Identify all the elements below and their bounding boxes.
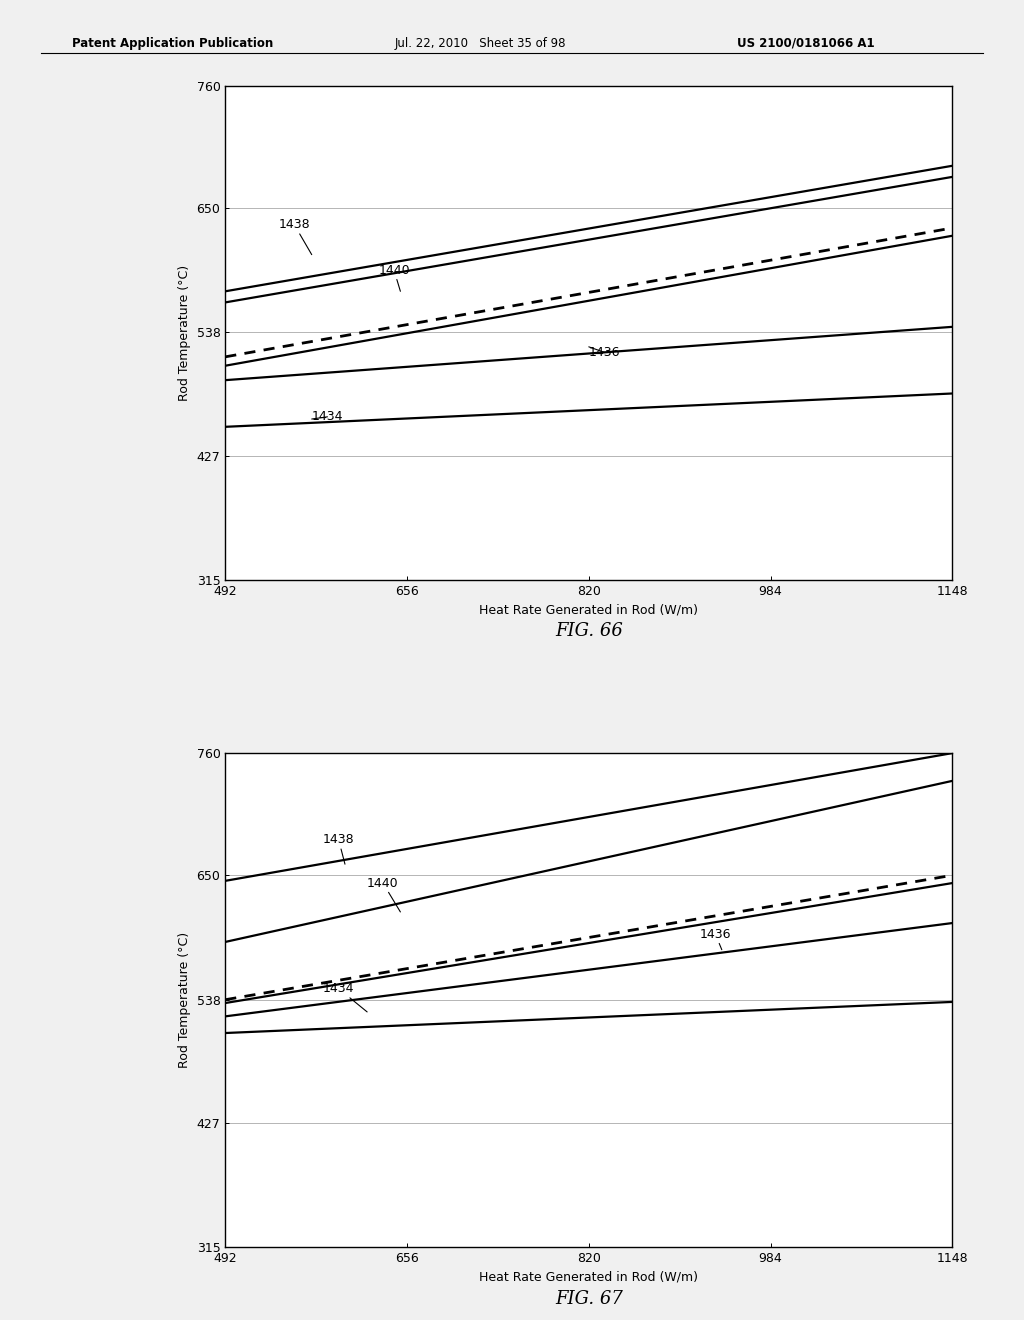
Text: Jul. 22, 2010   Sheet 35 of 98: Jul. 22, 2010 Sheet 35 of 98 (394, 37, 565, 50)
Y-axis label: Rod Temperature (°C): Rod Temperature (°C) (178, 932, 191, 1068)
X-axis label: Heat Rate Generated in Rod (W/m): Heat Rate Generated in Rod (W/m) (479, 1271, 698, 1284)
Text: 1434: 1434 (311, 411, 343, 424)
Text: 1438: 1438 (279, 218, 311, 255)
Text: 1436: 1436 (589, 346, 621, 359)
Text: 1440: 1440 (368, 876, 400, 912)
Text: Patent Application Publication: Patent Application Publication (72, 37, 273, 50)
X-axis label: Heat Rate Generated in Rod (W/m): Heat Rate Generated in Rod (W/m) (479, 603, 698, 616)
Text: 1434: 1434 (323, 982, 368, 1012)
Text: 1440: 1440 (378, 264, 410, 292)
Text: US 2100/0181066 A1: US 2100/0181066 A1 (737, 37, 874, 50)
Text: 1436: 1436 (699, 928, 731, 949)
Y-axis label: Rod Temperature (°C): Rod Temperature (°C) (178, 265, 191, 401)
Text: 1438: 1438 (323, 833, 354, 865)
Text: FIG. 66: FIG. 66 (555, 622, 623, 640)
Text: FIG. 67: FIG. 67 (555, 1290, 623, 1308)
